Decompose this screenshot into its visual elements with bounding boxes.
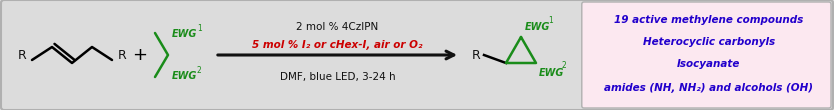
Text: 2 mol % 4CzIPN: 2 mol % 4CzIPN — [296, 22, 379, 32]
Text: 19 active methylene compounds: 19 active methylene compounds — [615, 15, 803, 25]
Text: DMF, blue LED, 3-24 h: DMF, blue LED, 3-24 h — [279, 72, 395, 82]
Text: 5 mol % I₂ or cHex-I, air or O₂: 5 mol % I₂ or cHex-I, air or O₂ — [252, 40, 423, 50]
FancyBboxPatch shape — [582, 2, 831, 108]
Text: Heterocyclic carbonyls: Heterocyclic carbonyls — [643, 37, 775, 47]
Text: EWG: EWG — [539, 68, 565, 78]
Text: Isocyanate: Isocyanate — [677, 59, 741, 69]
Text: +: + — [133, 46, 148, 64]
Text: 1: 1 — [548, 16, 553, 25]
Text: R: R — [118, 49, 127, 61]
Text: R: R — [471, 49, 480, 61]
Text: 2: 2 — [197, 65, 202, 74]
Text: EWG: EWG — [172, 71, 198, 81]
Text: 2: 2 — [562, 61, 567, 70]
Text: amides (NH, NH₂) and alcohols (OH): amides (NH, NH₂) and alcohols (OH) — [605, 83, 813, 93]
Text: R: R — [18, 49, 27, 61]
Text: EWG: EWG — [525, 22, 550, 32]
Text: 1: 1 — [197, 24, 202, 32]
Text: EWG: EWG — [172, 29, 198, 39]
